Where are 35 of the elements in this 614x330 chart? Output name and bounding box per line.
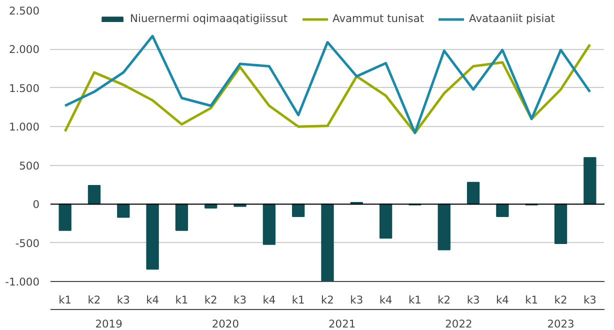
y-tick-label: 500: [19, 159, 40, 172]
x-tick-label: k3: [350, 294, 364, 306]
x-tick-label: k2: [321, 294, 334, 306]
x-tick-label: k2: [204, 294, 218, 306]
y-tick-label: -500: [15, 236, 40, 250]
y-tick-label: -1.000: [5, 276, 40, 288]
x-tick-label: k4: [146, 294, 160, 306]
x-tick-label: k3: [116, 294, 130, 306]
x-tick-label: k2: [438, 294, 451, 306]
text: 2019: [95, 318, 123, 330]
x-tick-label: k3: [583, 294, 596, 306]
text: 2022: [445, 318, 472, 330]
x-tick-label: k1: [408, 294, 422, 306]
legend-label: Niuernermi oqimaaqatigiissut: [130, 12, 288, 25]
legend-label: Avammut tunisat: [332, 12, 424, 25]
x-tick-label: k3: [234, 294, 247, 306]
x-tick-label: k1: [292, 294, 305, 306]
legend-label: Avataaniit pisiat: [469, 12, 555, 25]
x-tick-label: k3: [466, 294, 480, 306]
x-tick-label: k4: [496, 294, 510, 306]
x-tick-label: k4: [379, 294, 393, 306]
y-tick-label: 1.500: [8, 82, 40, 95]
x-tick-label: k1: [175, 294, 188, 306]
x-tick-label: k1: [525, 294, 538, 306]
text: 2023: [547, 318, 574, 330]
x-tick-label: k4: [262, 294, 276, 306]
text: 2020: [212, 318, 240, 330]
y-tick-label: 2.000: [8, 43, 40, 56]
x-tick-label: k2: [554, 294, 568, 306]
text: 2021: [328, 318, 356, 330]
x-tick-label: k2: [88, 294, 101, 306]
x-tick-label: k1: [58, 294, 72, 306]
y-tick-label: 1.000: [8, 120, 40, 134]
y-tick-label: 2.500: [8, 4, 40, 18]
y-tick-label: 0: [32, 198, 40, 212]
